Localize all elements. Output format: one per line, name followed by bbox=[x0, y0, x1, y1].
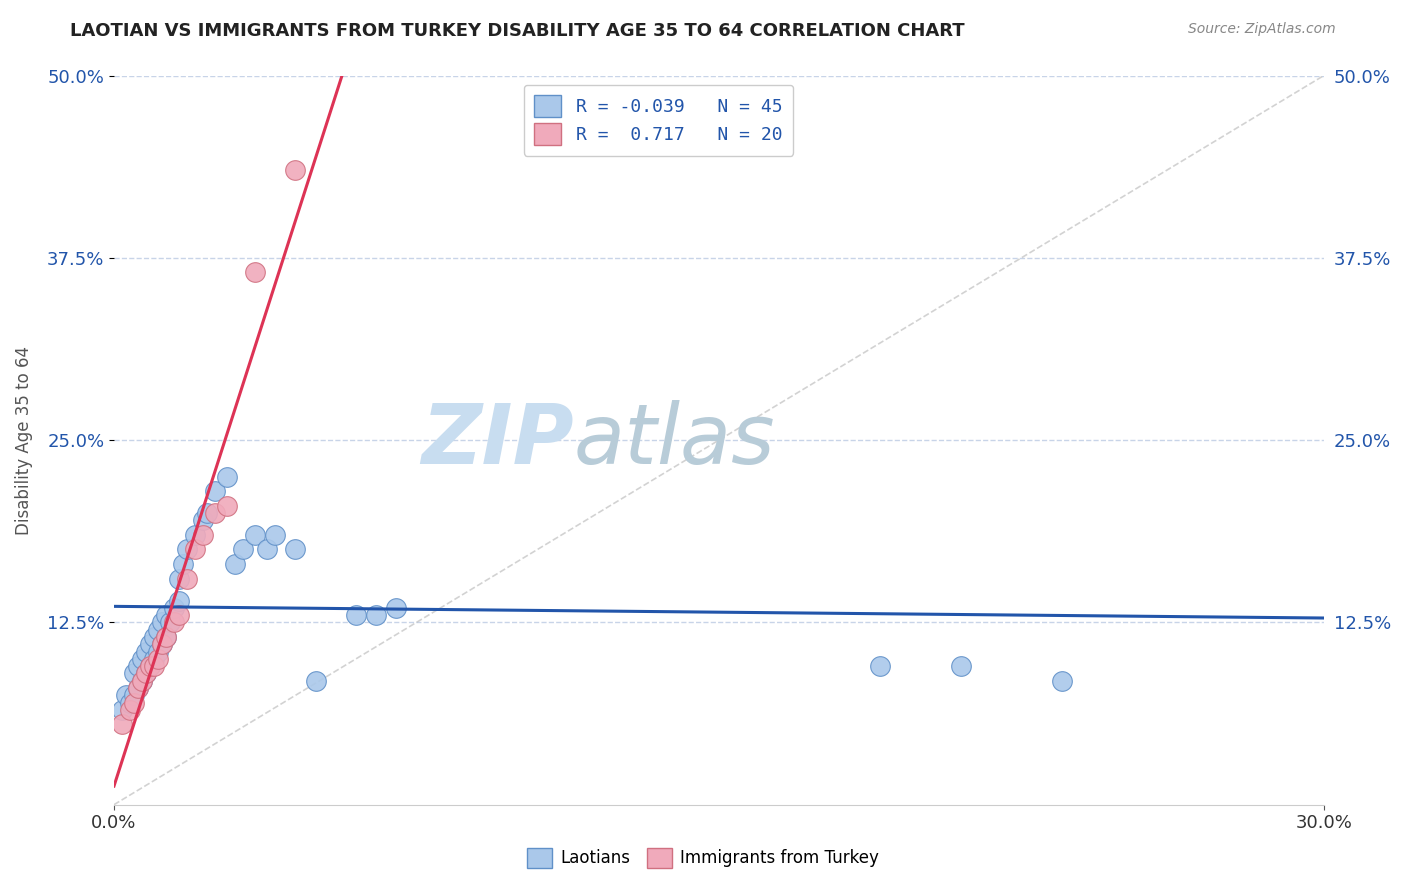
Point bbox=[163, 615, 186, 630]
Point bbox=[264, 528, 287, 542]
Point bbox=[122, 688, 145, 702]
Point bbox=[150, 615, 173, 630]
Point bbox=[122, 666, 145, 681]
Point bbox=[949, 659, 972, 673]
Text: Source: ZipAtlas.com: Source: ZipAtlas.com bbox=[1188, 22, 1336, 37]
Point bbox=[148, 644, 170, 658]
Point bbox=[869, 659, 891, 673]
Point bbox=[304, 673, 326, 688]
Y-axis label: Disability Age 35 to 64: Disability Age 35 to 64 bbox=[15, 345, 32, 534]
Point bbox=[256, 542, 278, 557]
Point bbox=[131, 652, 153, 666]
Point bbox=[366, 608, 388, 623]
Point bbox=[183, 528, 205, 542]
Point bbox=[111, 703, 134, 717]
Point bbox=[115, 688, 138, 702]
Point bbox=[243, 265, 266, 279]
Point bbox=[167, 593, 190, 607]
Point bbox=[139, 659, 162, 673]
Point bbox=[122, 696, 145, 710]
Point bbox=[176, 572, 198, 586]
Point bbox=[135, 666, 157, 681]
Point bbox=[1050, 673, 1073, 688]
Point bbox=[139, 659, 162, 673]
Point bbox=[284, 542, 307, 557]
Point bbox=[143, 659, 166, 673]
Legend: R = -0.039   N = 45, R =  0.717   N = 20: R = -0.039 N = 45, R = 0.717 N = 20 bbox=[523, 85, 793, 156]
Point bbox=[344, 608, 367, 623]
Point bbox=[191, 513, 214, 527]
Point bbox=[143, 630, 166, 644]
Point bbox=[191, 528, 214, 542]
Point bbox=[111, 717, 134, 731]
Point bbox=[284, 163, 307, 178]
Point bbox=[183, 542, 205, 557]
Point bbox=[131, 673, 153, 688]
Point bbox=[127, 681, 149, 695]
Point bbox=[155, 608, 177, 623]
Point bbox=[127, 659, 149, 673]
Point bbox=[172, 557, 194, 571]
Point bbox=[232, 542, 254, 557]
Point bbox=[195, 506, 218, 520]
Point bbox=[167, 572, 190, 586]
Point bbox=[148, 623, 170, 637]
Text: LAOTIAN VS IMMIGRANTS FROM TURKEY DISABILITY AGE 35 TO 64 CORRELATION CHART: LAOTIAN VS IMMIGRANTS FROM TURKEY DISABI… bbox=[70, 22, 965, 40]
Point bbox=[127, 681, 149, 695]
Point bbox=[131, 673, 153, 688]
Point bbox=[167, 608, 190, 623]
Point bbox=[163, 600, 186, 615]
Point bbox=[215, 469, 238, 483]
Point bbox=[224, 557, 246, 571]
Point bbox=[243, 528, 266, 542]
Point bbox=[120, 703, 142, 717]
Point bbox=[135, 644, 157, 658]
Point bbox=[215, 499, 238, 513]
Point bbox=[120, 696, 142, 710]
Point bbox=[148, 652, 170, 666]
Point bbox=[155, 630, 177, 644]
Legend: Laotians, Immigrants from Turkey: Laotians, Immigrants from Turkey bbox=[520, 841, 886, 875]
Point bbox=[155, 630, 177, 644]
Point bbox=[159, 615, 181, 630]
Text: atlas: atlas bbox=[574, 400, 775, 481]
Point bbox=[204, 484, 226, 499]
Point bbox=[204, 506, 226, 520]
Point bbox=[150, 637, 173, 651]
Point bbox=[150, 637, 173, 651]
Point bbox=[135, 666, 157, 681]
Point bbox=[385, 600, 408, 615]
Point bbox=[139, 637, 162, 651]
Point bbox=[143, 652, 166, 666]
Text: ZIP: ZIP bbox=[422, 400, 574, 481]
Point bbox=[176, 542, 198, 557]
